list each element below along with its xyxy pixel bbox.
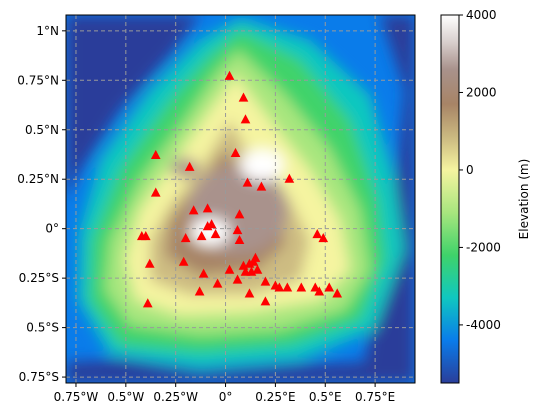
- colorbar-gradient: [440, 14, 460, 384]
- ridge-northwest: [171, 158, 199, 178]
- x-tick-label-0: 0.75°W: [54, 390, 99, 404]
- x-tick-label-1: 0.5°W: [107, 390, 144, 404]
- station-marker-1: [238, 92, 249, 102]
- station-marker-44: [244, 288, 255, 298]
- colorbar: 4000 2000 0 -2000 -4000 Elevation (m): [440, 8, 531, 384]
- colorbar-tick-label-1: 2000: [466, 85, 497, 99]
- station-marker-38: [310, 282, 321, 292]
- station-marker-10: [188, 205, 199, 215]
- station-marker-15: [232, 225, 243, 235]
- station-marker-37: [296, 282, 307, 292]
- station-marker-48: [318, 233, 329, 243]
- x-tick-label-5: 0.5°E: [309, 390, 342, 404]
- station-marker-41: [332, 288, 343, 298]
- station-marker-6: [284, 173, 295, 183]
- station-marker-39: [314, 286, 325, 296]
- y-tick-label-3: 0.25°N: [17, 172, 59, 186]
- station-marker-21: [144, 258, 155, 268]
- axes-frame: [65, 14, 416, 384]
- station-marker-40: [324, 282, 335, 292]
- x-tick-label-4: 0.25°E: [255, 390, 295, 404]
- station-marker-24: [224, 264, 235, 274]
- station-marker-3: [230, 147, 241, 157]
- colorbar-tick-label-4: -4000: [466, 318, 501, 332]
- station-marker-43: [194, 286, 205, 296]
- map-axes: 0.75°W 0.5°W 0.25°W 0° 0.25°E 0.5°E 0.75°E 1°N…: [17, 14, 416, 404]
- deep-ocean-northwest: [66, 15, 200, 200]
- station-marker-2: [240, 114, 251, 124]
- colorbar-tick-label-3: -2000: [466, 240, 501, 254]
- y-tick-label-5: 0.25°S: [19, 271, 59, 285]
- x-tick-label-2: 0.25°W: [153, 390, 198, 404]
- station-marker-19: [180, 233, 191, 243]
- station-marker-32: [232, 274, 243, 284]
- station-marker-17: [196, 231, 207, 241]
- station-marker-35: [274, 282, 285, 292]
- station-marker-18: [234, 234, 245, 245]
- station-marker-28: [250, 252, 261, 262]
- x-axis-ticks: 0.75°W 0.5°W 0.25°W 0° 0.25°E 0.5°E 0.75°E: [54, 383, 395, 404]
- station-marker-23: [198, 268, 209, 278]
- station-marker-7: [242, 177, 253, 187]
- station-marker-11: [202, 203, 213, 213]
- station-markers: [136, 70, 343, 308]
- station-marker-29: [240, 266, 251, 276]
- station-marker-8: [256, 181, 267, 191]
- station-marker-31: [252, 264, 263, 274]
- y-tick-label-0: 1°N: [36, 24, 59, 38]
- y-axis-ticks: 1°N 0.75°N 0.5°N 0.25°N 0° 0.25°S 0.5°S 0.75°S: [17, 24, 66, 384]
- y-tick-label-7: 0.75°S: [19, 370, 59, 384]
- y-tick-label-6: 0.5°S: [26, 321, 59, 335]
- y-tick-label-2: 0.5°N: [25, 123, 59, 137]
- station-marker-47: [312, 229, 323, 239]
- colorbar-tick-label-0: 4000: [466, 8, 497, 22]
- station-marker-49: [140, 231, 151, 241]
- station-marker-42: [212, 278, 223, 288]
- x-tick-label-6: 0.75°E: [355, 390, 395, 404]
- y-tick-label-4: 0°: [45, 222, 59, 236]
- colorbar-ticks: 4000 2000 0 -2000 -4000: [459, 8, 501, 332]
- station-marker-22: [178, 256, 189, 266]
- x-tick-label-3: 0°: [219, 390, 233, 404]
- deep-ocean-east: [360, 15, 415, 383]
- station-marker-36: [282, 282, 293, 292]
- colorbar-label: Elevation (m): [517, 159, 531, 240]
- station-marker-5: [184, 161, 195, 171]
- station-marker-14: [202, 221, 213, 231]
- station-marker-16: [210, 229, 221, 239]
- station-marker-46: [142, 298, 153, 308]
- station-marker-9: [150, 187, 161, 197]
- colorbar-tick-label-2: 0: [466, 163, 474, 177]
- station-marker-12: [234, 209, 245, 219]
- graticule-grid: [66, 15, 415, 383]
- station-marker-4: [150, 149, 161, 159]
- summit-northeast: [240, 149, 284, 181]
- station-marker-0: [224, 70, 235, 80]
- station-marker-45: [260, 296, 271, 306]
- station-marker-33: [260, 276, 271, 286]
- y-tick-label-1: 0.75°N: [17, 73, 59, 87]
